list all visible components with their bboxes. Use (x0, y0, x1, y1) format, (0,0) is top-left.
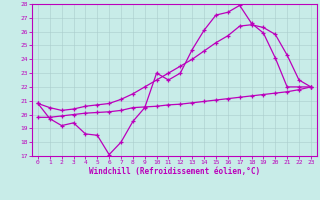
X-axis label: Windchill (Refroidissement éolien,°C): Windchill (Refroidissement éolien,°C) (89, 167, 260, 176)
